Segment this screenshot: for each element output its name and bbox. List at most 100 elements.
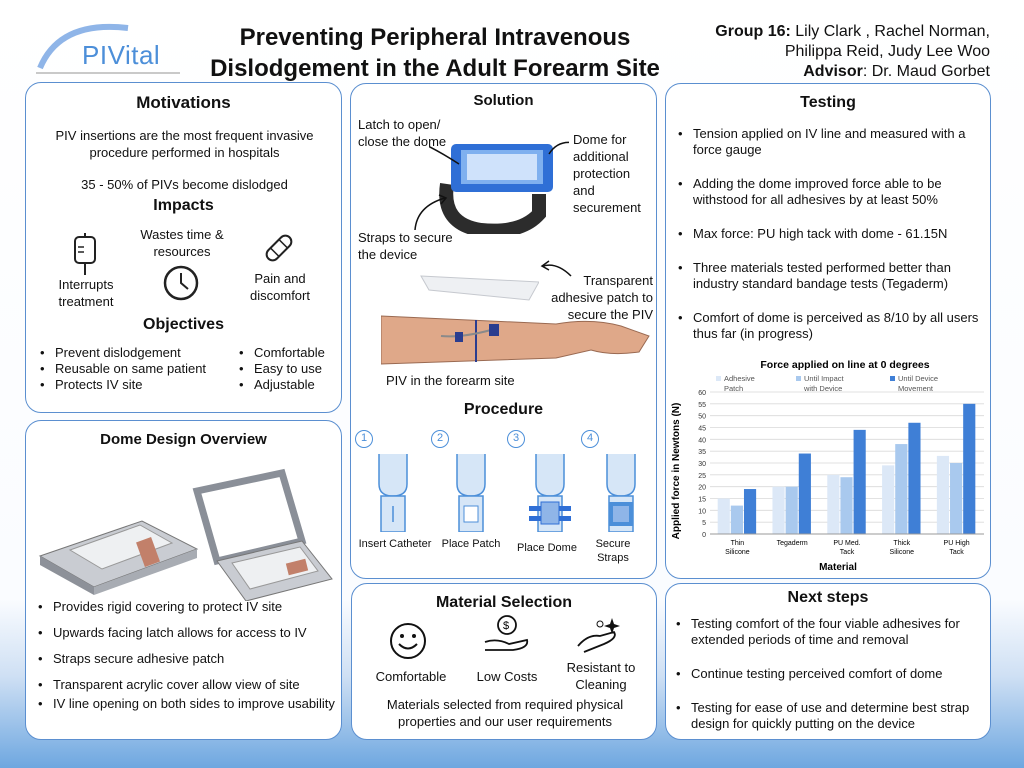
motivations-panel: Motivations PIV insertions are the most … <box>25 82 342 413</box>
patch-arrow-icon <box>539 258 573 280</box>
step-number: 3 <box>507 430 525 448</box>
bar <box>827 474 840 534</box>
testing-title: Testing <box>800 94 856 111</box>
procedure-step-4: 4 Secure Straps <box>581 430 657 570</box>
straps-arrow-icon <box>411 194 451 234</box>
group-info: Group 16: Lily Clark , Rachel Norman, Ph… <box>680 22 990 82</box>
material-resistant: Resistant to Cleaning <box>566 660 636 692</box>
x-tick-label: Tegaderm <box>777 540 808 547</box>
y-tick-label: 15 <box>698 497 706 504</box>
step-number: 1 <box>355 430 373 448</box>
device-illustration <box>429 124 569 234</box>
hand-patch-icon <box>451 444 491 532</box>
x-tick-label: Tack <box>840 549 855 556</box>
y-tick-label: 25 <box>698 473 706 480</box>
legend-swatch <box>890 376 895 381</box>
dome-bullet: Upwards facing latch allows for access t… <box>36 625 336 641</box>
procedure-step-1: 1 Insert Catheter <box>355 430 431 570</box>
x-tick-label: Silicone <box>890 549 915 556</box>
impact-interrupts: Interrupts treatment <box>58 277 114 309</box>
label-patch: Transparent adhesive patch to secure the… <box>551 273 653 322</box>
dome-panel: Dome Design Overview Provides rigid cove… <box>25 420 342 740</box>
objective-item: Easy to use <box>237 361 341 377</box>
objective-item: Reusable on same patient <box>38 361 238 377</box>
x-tick-label: Thick <box>893 540 910 547</box>
bar <box>950 463 963 534</box>
y-tick-label: 0 <box>702 532 706 539</box>
bar <box>743 489 757 534</box>
procedure-title: Procedure <box>463 401 544 418</box>
bar <box>798 453 811 534</box>
force-chart: Force applied on line at 0 degrees Appli… <box>668 356 988 576</box>
bar <box>882 465 895 534</box>
dome-bullet: Transparent acrylic cover allow view of … <box>36 677 336 693</box>
dome-bullets: Provides rigid covering to protect IV si… <box>36 599 336 712</box>
x-tick-label: PU Med. <box>833 540 860 547</box>
advisor-label: Advisor <box>803 63 863 80</box>
legend-swatch <box>716 376 721 381</box>
testing-bullet: Adding the dome improved force able to b… <box>676 176 986 208</box>
x-tick-label: Thin <box>731 540 745 547</box>
step-label: Secure Straps <box>595 538 631 564</box>
objective-item: Protects IV site <box>38 377 238 393</box>
impact-pain: Pain and discomfort <box>250 271 310 303</box>
y-tick-label: 30 <box>698 461 706 468</box>
patch-illustration <box>419 262 539 302</box>
impact-wastes: Wastes time & resources <box>140 227 224 259</box>
bar <box>908 422 921 534</box>
label-straps: Straps to secure the device <box>358 230 453 262</box>
logo-arc-icon <box>36 23 180 74</box>
impacts-title: Impacts <box>153 197 214 214</box>
advisor-value: : Dr. Maud Gorbet <box>862 63 990 80</box>
dome-render-image <box>32 461 337 601</box>
next-steps-panel: Next steps Testing comfort of the four v… <box>665 583 991 740</box>
group-members-1: Lily Clark , Rachel Norman, <box>790 23 990 40</box>
clock-icon <box>163 265 199 301</box>
motivations-title: Motivations <box>136 93 231 112</box>
legend-swatch <box>796 376 801 381</box>
next-bullet: Testing comfort of the four viable adhes… <box>674 616 986 648</box>
step-label: Insert Catheter <box>358 538 432 550</box>
solution-title: Solution <box>473 92 534 109</box>
motivations-text-1: PIV insertions are the most frequent inv… <box>55 128 314 160</box>
y-tick-label: 40 <box>698 437 706 444</box>
step-number: 2 <box>431 430 449 448</box>
legend-label: Movement <box>898 384 934 393</box>
objective-item: Adjustable <box>237 377 341 393</box>
logo: PIVital <box>30 18 180 78</box>
title-line2: Dislodgement in the Adult Forearm Site <box>210 55 660 82</box>
hand-straps-icon <box>601 444 641 532</box>
material-panel: Material Selection $ Comfortable Low Cos… <box>351 583 657 740</box>
legend-label: Patch <box>724 384 743 393</box>
testing-panel: Testing Tension applied on IV line and m… <box>665 83 991 579</box>
procedure-steps: 1 Insert Catheter 2 Place Patch 3 Place … <box>351 430 656 570</box>
next-steps-title: Next steps <box>787 589 869 606</box>
bar <box>895 444 908 534</box>
legend-label: with Device <box>803 384 842 393</box>
material-comfortable: Comfortable <box>375 669 447 684</box>
logo-text: PIVital <box>82 40 161 70</box>
next-steps-bullets: Testing comfort of the four viable adhes… <box>674 616 986 732</box>
label-dome: Dome for additional protection and secur… <box>573 132 641 215</box>
y-tick-label: 50 <box>698 414 706 421</box>
poster-title: Preventing Peripheral Intravenous Dislod… <box>190 22 680 84</box>
bar <box>963 403 976 534</box>
y-tick-label: 60 <box>698 390 706 397</box>
chart-svg: Force applied on line at 0 degrees Appli… <box>671 359 984 573</box>
step-number: 4 <box>581 430 599 448</box>
objective-item: Comfortable <box>237 345 341 361</box>
chart-ylabel: Applied force in Newtons (N) <box>671 403 682 540</box>
chart-title: Force applied on line at 0 degrees <box>760 359 929 371</box>
testing-bullet: Tension applied on IV line and measured … <box>676 126 986 158</box>
dome-bullet: IV line opening on both sides to improve… <box>36 696 336 712</box>
group-members-2: Philippa Reid, Judy Lee Woo <box>784 43 990 60</box>
y-tick-label: 20 <box>698 485 706 492</box>
x-tick-label: Silicone <box>725 549 750 556</box>
svg-text:$: $ <box>503 620 509 632</box>
motivations-text-2: 35 - 50% of PIVs become dislodged <box>81 177 288 192</box>
bar <box>840 477 853 534</box>
x-tick-label: PU High <box>944 540 970 547</box>
y-tick-label: 35 <box>698 449 706 456</box>
forearm-illustration <box>381 296 651 382</box>
y-tick-label: 55 <box>698 402 706 409</box>
